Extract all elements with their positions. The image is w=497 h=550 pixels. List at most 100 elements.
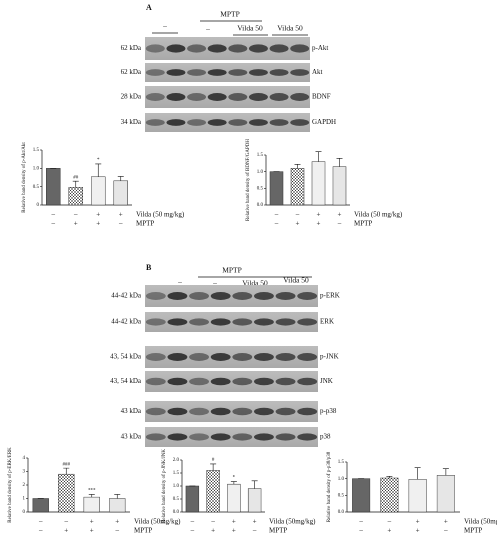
condition-sign: + <box>338 211 342 219</box>
band <box>232 433 253 441</box>
condition-label: MPTP <box>136 220 154 228</box>
condition-label: MPTP <box>134 527 152 535</box>
condition-sign: – <box>118 220 123 228</box>
band <box>210 292 231 300</box>
lane-header: MPTP <box>220 10 240 19</box>
error-bar <box>442 468 449 476</box>
error-bar <box>251 480 258 489</box>
condition-sign: + <box>296 220 300 228</box>
band <box>187 44 207 53</box>
bar <box>352 478 371 513</box>
protein-label: BDNF <box>312 93 331 101</box>
condition-sign: + <box>416 518 420 526</box>
band <box>145 318 166 326</box>
lane-header: – <box>205 25 210 34</box>
y-tick-label: 1.5 <box>338 460 345 465</box>
significance: ## <box>73 175 79 180</box>
band <box>253 407 274 416</box>
condition-label: Vilda (50 mg/kg) <box>354 211 403 219</box>
bar <box>109 498 126 513</box>
condition-sign: + <box>232 518 236 526</box>
band <box>166 93 186 101</box>
blot <box>145 371 318 392</box>
band <box>275 318 296 326</box>
lane-header: MPTP <box>222 266 242 275</box>
error-bar <box>294 164 301 169</box>
band <box>166 69 186 76</box>
lane-header: – <box>177 278 182 287</box>
protein-label: p38 <box>320 433 331 441</box>
blot <box>145 346 318 368</box>
band <box>210 433 231 441</box>
blot <box>145 113 310 132</box>
band <box>269 119 289 126</box>
band <box>145 119 165 126</box>
condition-sign: – <box>115 527 120 535</box>
significance: * <box>233 476 236 481</box>
band <box>145 93 165 101</box>
condition-sign: + <box>232 527 236 535</box>
band <box>210 407 231 416</box>
condition-sign: – <box>358 527 363 535</box>
condition-sign: – <box>274 211 279 219</box>
bar <box>91 176 106 206</box>
band <box>167 433 188 441</box>
y-tick-label: 4 <box>23 456 26 461</box>
condition-sign: – <box>337 220 342 228</box>
lane-header: Vilda 50 <box>242 279 268 288</box>
band <box>145 44 165 53</box>
kda-label: 34 kDa <box>121 118 142 126</box>
band <box>269 44 289 53</box>
bar <box>113 180 128 206</box>
blot <box>145 285 318 307</box>
condition-sign: – <box>295 211 300 219</box>
y-tick-label: 0.0 <box>338 510 345 515</box>
error-bar <box>414 467 421 480</box>
protein-label: p-Akt <box>312 44 328 52</box>
y-tick-label: 1.0 <box>338 477 345 482</box>
condition-sign: + <box>90 527 94 535</box>
band <box>167 292 188 300</box>
bar <box>311 161 326 206</box>
protein-label: GAPDH <box>312 118 336 126</box>
band <box>297 318 318 326</box>
bar <box>436 475 455 513</box>
bar <box>290 168 305 206</box>
condition-sign: + <box>444 518 448 526</box>
band <box>189 433 210 441</box>
condition-sign: – <box>252 527 257 535</box>
band <box>167 318 188 326</box>
band <box>253 318 274 326</box>
bar <box>32 498 49 513</box>
kda-label: 43, 54 kDa <box>110 353 142 361</box>
condition-sign: – <box>38 518 43 526</box>
band <box>297 353 318 361</box>
band <box>248 93 268 101</box>
condition-sign: – <box>274 220 279 228</box>
blot <box>145 86 310 108</box>
band <box>207 93 227 101</box>
condition-sign: – <box>210 518 215 526</box>
error-bar <box>315 151 322 162</box>
band <box>207 119 227 126</box>
bar <box>269 171 284 206</box>
band <box>210 377 231 386</box>
condition-label: Vilda (50 mg/kg) <box>136 211 185 219</box>
protein-label: p-JNK <box>320 353 339 361</box>
y-tick-label: 1.0 <box>33 166 40 171</box>
bar <box>83 496 100 513</box>
band <box>232 353 253 361</box>
y-axis-label: Relative band density of p-Akt/Akt <box>22 142 27 213</box>
bar <box>332 166 347 206</box>
y-tick-label: 1.0 <box>173 484 180 489</box>
condition-sign: + <box>416 527 420 535</box>
panel-label: B <box>146 263 152 272</box>
band <box>275 292 296 300</box>
y-axis-label: Relative band density of p-ERK/ERK <box>8 447 13 523</box>
lane-header: Vilda 50 <box>283 276 309 285</box>
kda-label: 43, 54 kDa <box>110 377 142 385</box>
band <box>248 119 268 126</box>
band <box>290 93 310 101</box>
error-bar <box>114 494 121 499</box>
